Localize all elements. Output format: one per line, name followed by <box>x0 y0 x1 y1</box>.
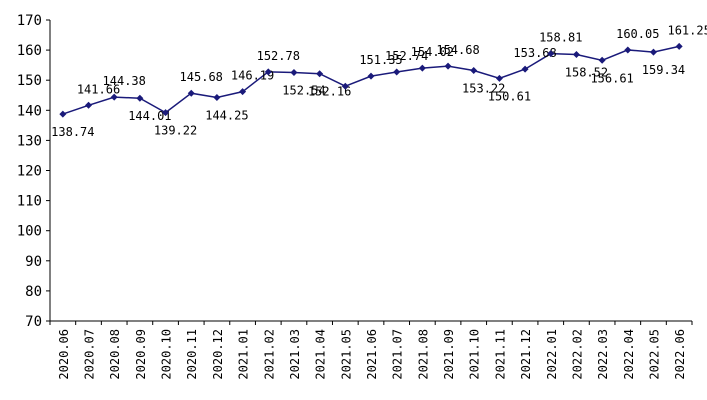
marker <box>341 82 349 90</box>
x-tick-label: 2021.08 <box>416 329 430 380</box>
data-label: 153.22 <box>462 82 505 96</box>
x-tick-label: 2020.09 <box>134 329 148 380</box>
x-tick-label: 2021.07 <box>391 329 405 380</box>
x-tick-label: 2020.08 <box>108 329 122 380</box>
x-tick-label: 2021.10 <box>468 329 482 380</box>
marker <box>239 88 247 96</box>
marker <box>162 109 170 117</box>
marker <box>649 48 657 56</box>
x-tick-label: 2020.06 <box>57 329 71 380</box>
x-tick-label: 2020.11 <box>185 329 199 380</box>
data-label: 144.38 <box>103 74 146 88</box>
data-label: 152.16 <box>308 85 351 99</box>
data-label: 156.61 <box>590 71 633 85</box>
data-label: 159.34 <box>642 63 685 77</box>
y-tick-label: 160 <box>17 43 42 59</box>
x-tick-label: 2022.06 <box>673 329 687 380</box>
data-label: 158.52 <box>565 66 608 80</box>
x-tick-label: 2022.02 <box>570 329 584 380</box>
data-label: 152.74 <box>385 49 428 63</box>
data-label: 160.05 <box>616 27 659 41</box>
data-label: 139.22 <box>154 124 197 138</box>
y-tick-label: 90 <box>25 254 42 270</box>
x-tick-label: 2021.09 <box>442 329 456 380</box>
y-tick-label: 70 <box>25 314 42 330</box>
data-label: 153.68 <box>513 46 556 60</box>
marker <box>470 67 478 75</box>
data-label: 154.68 <box>436 43 479 57</box>
x-tick-label: 2022.01 <box>545 329 559 380</box>
marker <box>316 70 324 78</box>
marker <box>136 94 144 102</box>
marker <box>598 56 606 64</box>
marker <box>213 94 221 102</box>
y-tick-label: 100 <box>17 224 42 240</box>
marker <box>264 68 272 76</box>
marker <box>187 89 195 97</box>
data-label: 151.35 <box>359 53 402 67</box>
data-label: 158.81 <box>539 31 582 45</box>
x-tick-label: 2021.11 <box>493 329 507 380</box>
data-label: 154.02 <box>411 45 454 59</box>
data-label: 141.66 <box>77 82 120 96</box>
y-tick-label: 130 <box>17 133 42 149</box>
marker <box>290 69 298 77</box>
data-label: 161.25 <box>667 23 707 37</box>
x-tick-label: 2021.06 <box>365 329 379 380</box>
x-tick-label: 2021.03 <box>288 329 302 380</box>
x-tick-label: 2021.12 <box>519 329 533 380</box>
y-tick-label: 120 <box>17 164 42 180</box>
y-tick-label: 170 <box>17 13 42 29</box>
x-tick-label: 2020.12 <box>211 329 225 380</box>
x-tick-label: 2021.05 <box>339 329 353 380</box>
marker <box>367 72 375 80</box>
marker <box>444 62 452 70</box>
x-tick-label: 2022.03 <box>596 329 610 380</box>
x-tick-label: 2022.04 <box>622 329 636 380</box>
x-tick-label: 2021.01 <box>237 329 251 380</box>
marker <box>85 101 93 109</box>
marker <box>572 51 580 59</box>
data-label: 144.01 <box>128 109 171 123</box>
data-label: 138.74 <box>51 125 94 139</box>
y-tick-label: 140 <box>17 103 42 119</box>
marker <box>675 42 683 50</box>
marker <box>418 64 426 72</box>
data-label: 152.54 <box>282 84 325 98</box>
x-tick-label: 2021.02 <box>262 329 276 380</box>
data-label: 150.61 <box>488 89 531 103</box>
data-label: 145.68 <box>180 70 223 84</box>
data-label: 146.19 <box>231 69 274 83</box>
marker <box>521 65 529 73</box>
x-tick-label: 2020.07 <box>83 329 97 380</box>
marker <box>110 93 118 101</box>
data-label: 144.25 <box>205 109 248 123</box>
y-tick-label: 150 <box>17 73 42 89</box>
marker <box>495 74 503 82</box>
marker <box>59 110 67 118</box>
y-tick-label: 110 <box>17 194 42 210</box>
marker <box>393 68 401 76</box>
x-tick-label: 2022.05 <box>647 329 661 380</box>
marker <box>624 46 632 54</box>
marker <box>547 50 555 58</box>
y-tick-label: 80 <box>25 284 42 300</box>
x-tick-label: 2020.10 <box>160 329 174 380</box>
x-tick-label: 2021.04 <box>314 329 328 380</box>
data-label: 152.78 <box>257 49 300 63</box>
